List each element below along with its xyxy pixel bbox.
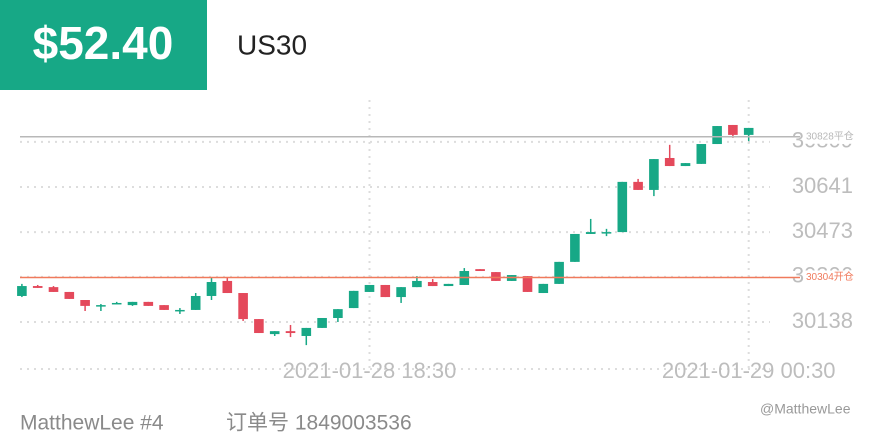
candle-body	[680, 163, 691, 167]
candle-body	[159, 305, 169, 310]
candle-body	[64, 291, 75, 299]
candle-body	[538, 283, 549, 294]
candle-body	[364, 284, 375, 292]
candle-body	[80, 300, 90, 306]
y-tick-label: 30473	[792, 218, 853, 243]
x-tick-label: 2021-01-28 18:30	[283, 358, 457, 383]
candle-body	[427, 282, 438, 287]
candle-body	[743, 127, 754, 135]
candle-body	[111, 302, 122, 305]
price: $52.40	[33, 17, 174, 69]
chart: 30138303063047330641308092021-01-28 18:3…	[17, 100, 858, 383]
candle-body	[48, 287, 59, 292]
reference-label-bg	[804, 270, 858, 285]
candle-body	[380, 284, 391, 298]
candle-body	[238, 293, 248, 320]
candle-body	[254, 319, 264, 334]
x-tick-label: 2021-01-29 00:30	[662, 358, 836, 383]
account: MatthewLee #4	[20, 412, 164, 435]
watermark: @MatthewLee	[760, 401, 851, 417]
price-box	[0, 0, 207, 90]
symbol: US30	[237, 29, 307, 60]
candle-body	[285, 331, 296, 334]
candle-body	[206, 282, 217, 296]
candle-body	[333, 309, 343, 318]
candle-body	[127, 301, 138, 306]
candle-body	[143, 301, 154, 306]
candle-body	[396, 287, 406, 298]
candle-body	[696, 144, 707, 164]
candle-body	[712, 126, 722, 145]
candle-body	[633, 181, 643, 190]
candle-body	[32, 286, 43, 288]
candle-body	[222, 280, 233, 294]
candle-body	[728, 124, 738, 135]
reference-label: 30304开仓	[806, 270, 854, 283]
candle-body	[175, 309, 185, 312]
candle-body	[617, 181, 628, 233]
candle-body	[317, 317, 327, 328]
reference-label-bg	[804, 129, 858, 144]
candle-body	[601, 232, 612, 234]
candle-body	[96, 305, 106, 307]
order-number: 订单号 1849003536	[226, 412, 412, 435]
candle-body	[475, 269, 485, 272]
candle-body	[412, 280, 422, 288]
reference-label: 30828平仓	[806, 129, 854, 142]
candle-body	[522, 276, 533, 292]
candle-body	[570, 233, 580, 262]
candle-body	[190, 295, 201, 310]
candle-body	[17, 286, 27, 296]
candle-body	[443, 283, 454, 287]
candle-body	[585, 232, 596, 234]
y-tick-label: 30138	[792, 308, 853, 333]
candle-body	[348, 290, 359, 309]
candle-body	[664, 157, 675, 167]
y-tick-label: 30641	[792, 173, 853, 198]
candle-body	[491, 272, 501, 281]
candle-body	[301, 327, 312, 336]
candle-body	[269, 331, 280, 335]
candle-body	[554, 261, 564, 284]
candle-body	[649, 159, 659, 190]
